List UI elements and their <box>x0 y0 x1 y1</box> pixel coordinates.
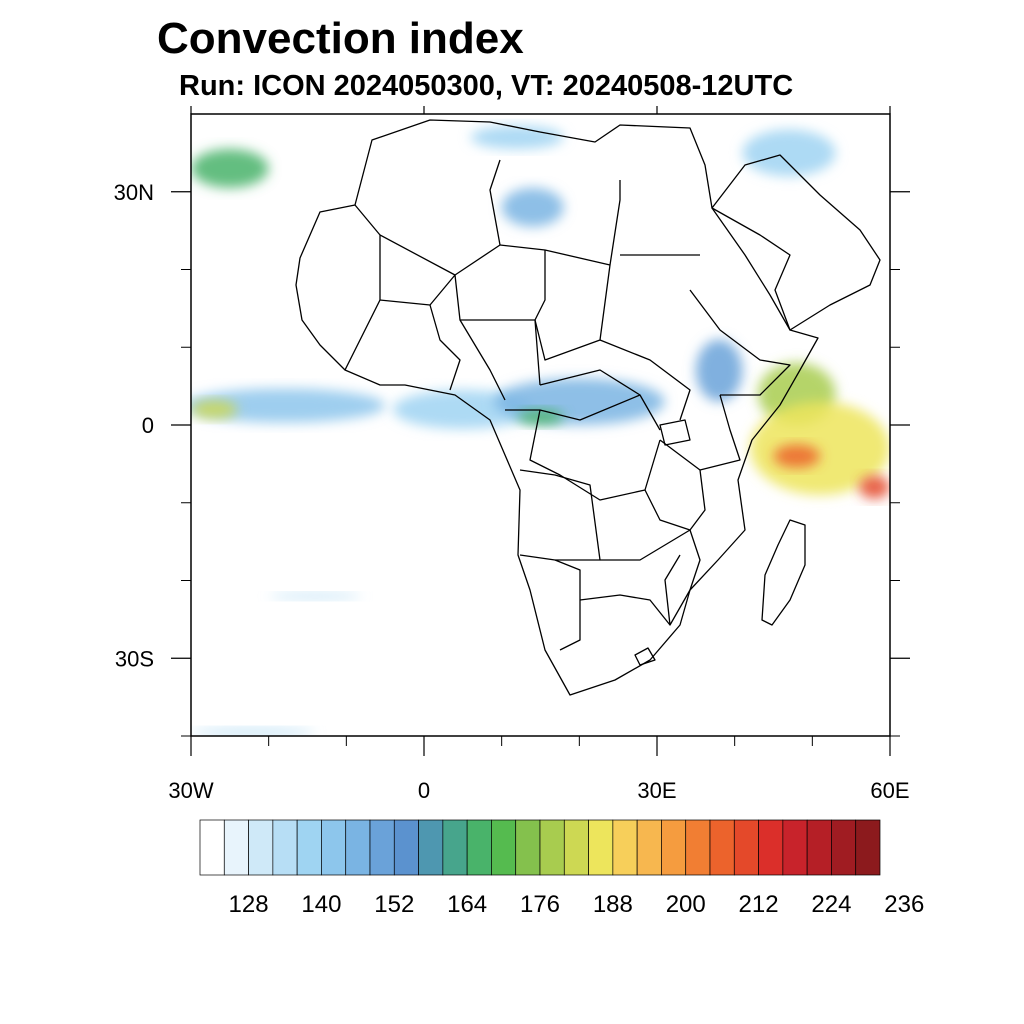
colorbar-swatch <box>223 819 249 876</box>
colorbar-swatch <box>515 819 541 876</box>
colorbar-label: 224 <box>811 891 851 918</box>
field-indian-core-1 <box>773 444 821 468</box>
colorbar-swatch <box>855 819 881 876</box>
lesotho <box>634 647 656 666</box>
border-namibia <box>554 559 581 651</box>
colorbar-swatch <box>321 819 347 876</box>
lake-victoria <box>659 419 691 446</box>
colorbar-swatch <box>418 819 444 876</box>
colorbar-label: 212 <box>739 891 779 918</box>
colorbar-swatch <box>442 819 468 876</box>
convection-field <box>191 125 890 736</box>
y-tick-label: 30S <box>115 646 154 671</box>
colorbar-swatch <box>491 819 517 876</box>
run-subtitle: Run: ICON 2024050300, VT: 20240508-12UTC <box>179 70 794 102</box>
border-angola <box>519 469 601 561</box>
page-title: Convection index <box>157 14 524 63</box>
colorbar-swatch <box>345 819 371 876</box>
x-tick-label: 30W <box>168 778 213 803</box>
border-nigeria <box>459 319 506 401</box>
colorbar-swatch <box>685 819 711 876</box>
colorbar-swatch <box>296 819 322 876</box>
border-ethiopia <box>689 289 791 396</box>
colorbar-swatch <box>539 819 565 876</box>
border-algeria <box>379 159 501 276</box>
arabia-coastline <box>711 154 881 331</box>
x-tick-label: 0 <box>418 778 430 803</box>
colorbar-label: 200 <box>666 891 706 918</box>
africa-coastline <box>295 119 819 696</box>
border-botswana <box>579 594 671 626</box>
colorbar-swatch <box>369 819 395 876</box>
colorbar-swatch <box>588 819 614 876</box>
colorbar-swatch <box>563 819 589 876</box>
x-tick-label: 60E <box>870 778 909 803</box>
border-chad <box>534 250 546 386</box>
border-south-sudan <box>599 339 691 421</box>
border-car <box>539 369 641 396</box>
border-zambia <box>600 529 691 561</box>
colorbar-swatch <box>272 819 298 876</box>
y-tick-label: 0 <box>142 413 154 438</box>
colorbar: 128 140 152 164 176 188 200 212 224 236 <box>199 819 924 918</box>
border-mali <box>344 299 381 371</box>
field-south-atlantic-streak <box>268 592 362 600</box>
field-indian-core-2 <box>858 475 890 499</box>
colorbar-swatch <box>248 819 274 876</box>
field-congo-core <box>517 409 564 425</box>
field-northwest-atlantic <box>191 148 269 188</box>
colorbar-label: 164 <box>447 891 487 918</box>
plot-frame: 30W 0 30E 60E 30N 0 30S <box>114 106 910 803</box>
colorbar-swatch <box>758 819 784 876</box>
field-ethiopia <box>695 339 743 402</box>
field-libya-north <box>470 125 564 149</box>
colorbar-swatch <box>612 819 638 876</box>
colorbar-swatch <box>393 819 419 876</box>
border-sahara-west <box>354 204 456 306</box>
field-south-edge <box>191 728 316 736</box>
colorbar-swatch <box>806 819 832 876</box>
colorbar-label: 128 <box>229 891 269 918</box>
colorbar-label: 140 <box>301 891 341 918</box>
colorbar-swatch <box>709 819 735 876</box>
colorbar-swatch <box>733 819 759 876</box>
border-congo-north <box>505 394 661 431</box>
colorbar-label: 152 <box>374 891 414 918</box>
madagascar-coastline <box>761 519 806 626</box>
colorbar-swatch <box>661 819 687 876</box>
field-indian-ocean <box>750 401 890 495</box>
x-tick-label: 30E <box>637 778 676 803</box>
colorbar-swatch <box>782 819 808 876</box>
border-niger <box>454 274 535 321</box>
border-drc <box>529 409 661 501</box>
colorbar-swatch <box>466 819 492 876</box>
colorbar-label: 236 <box>884 891 924 918</box>
country-borders <box>295 119 881 696</box>
colorbar-label: 176 <box>520 891 560 918</box>
y-tick-label: 30N <box>114 180 154 205</box>
border-mozambique <box>664 529 701 626</box>
colorbar-label: 188 <box>593 891 633 918</box>
border-tanzania <box>644 469 706 531</box>
border-kenya <box>659 394 741 471</box>
field-atlantic-core <box>191 400 238 419</box>
border-sudan <box>534 264 611 361</box>
border-sahel <box>429 304 461 391</box>
colorbar-swatch <box>636 819 662 876</box>
field-mideast <box>742 129 836 177</box>
colorbar-swatch <box>199 819 225 876</box>
field-atlantic-band <box>191 388 386 423</box>
field-sahara-west <box>501 187 564 227</box>
colorbar-swatch <box>831 819 857 876</box>
